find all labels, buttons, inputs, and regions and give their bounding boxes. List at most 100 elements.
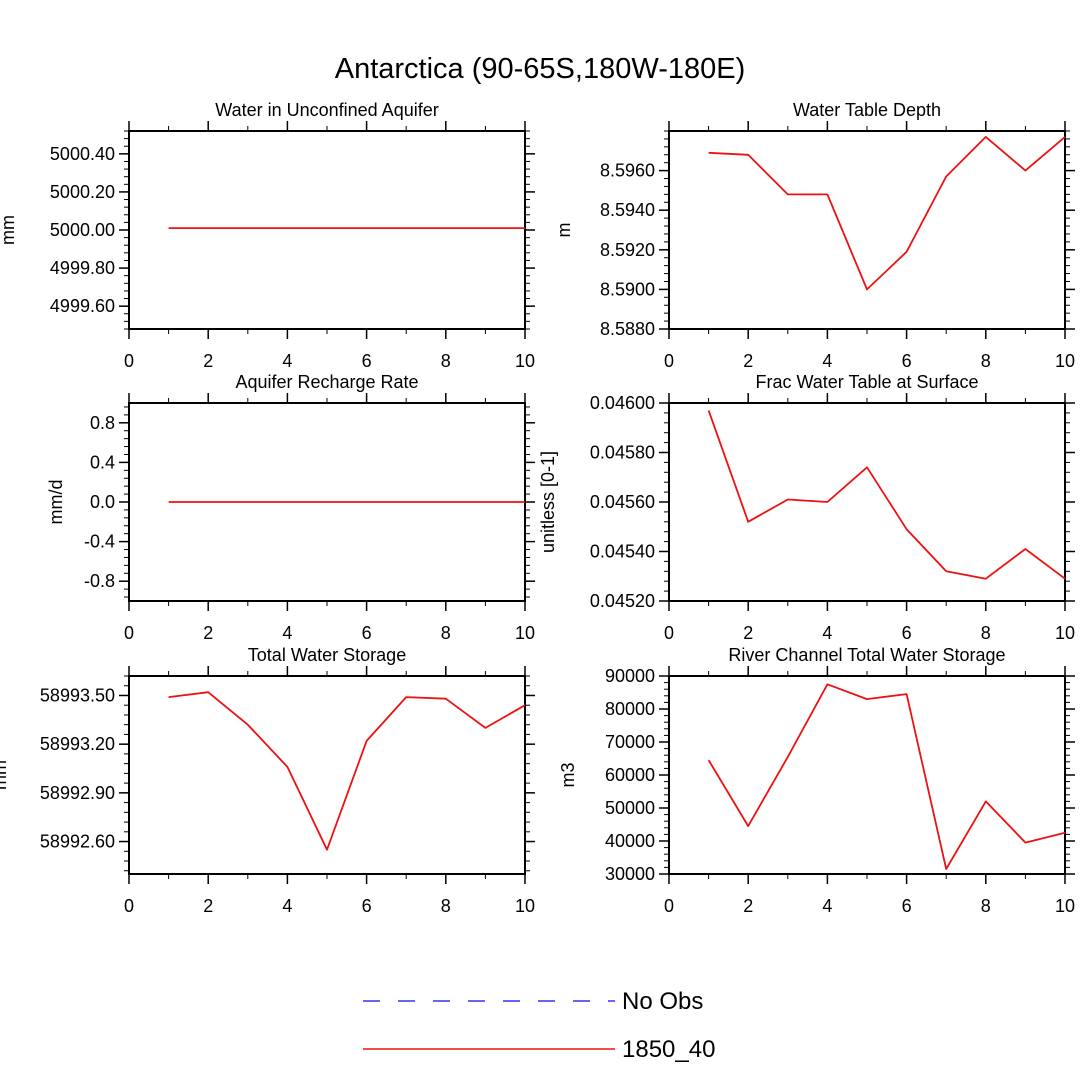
- x-tick-label: 2: [743, 896, 753, 916]
- y-tick-label: 58993.50: [40, 685, 115, 705]
- y-tick-label: 8.5900: [600, 279, 655, 299]
- y-tick-label: 8.5940: [600, 200, 655, 220]
- y-tick-label: 8.5880: [600, 319, 655, 339]
- y-tick-label: 58993.20: [40, 734, 115, 754]
- x-tick-label: 2: [203, 896, 213, 916]
- plot-frame: [128, 130, 526, 330]
- x-tick-label: 0: [124, 896, 134, 916]
- x-tick-label: 10: [1055, 896, 1075, 916]
- series-line-1850_40: [168, 691, 526, 851]
- y-tick-label: 70000: [605, 732, 655, 752]
- figure-title: Antarctica (90-65S,180W-180E): [335, 53, 746, 85]
- legend-item: No Obs: [363, 988, 703, 1015]
- x-tick-label: 2: [203, 623, 213, 643]
- panel-title: Frac Water Table at Surface: [755, 372, 978, 392]
- x-tick-label: 4: [822, 351, 832, 371]
- x-tick-label: 4: [282, 896, 292, 916]
- y-tick-label: 58992.60: [40, 832, 115, 852]
- x-tick-label: 2: [743, 623, 753, 643]
- y-tick-label: -0.4: [84, 532, 115, 552]
- chart-panel-5: Total Water Storage 0 2 4 6 8 10 58992.60 58992.…: [0, 645, 535, 916]
- y-tick-label: 5000.20: [50, 182, 115, 202]
- x-tick-label: 6: [362, 896, 372, 916]
- x-tick-label: 10: [515, 623, 535, 643]
- x-tick-label: 8: [981, 896, 991, 916]
- x-tick-label: 10: [1055, 351, 1075, 371]
- x-tick-label: 8: [441, 896, 451, 916]
- panel-title: River Channel Total Water Storage: [728, 645, 1005, 665]
- x-tick-label: 2: [203, 351, 213, 371]
- chart-panel-2: Water Table Depth 0 2 4 6 8 10 8.5880 8.5900 8.59…: [554, 100, 1075, 371]
- panel-title: Water Table Depth: [793, 100, 941, 120]
- plot-frame: [668, 130, 1066, 330]
- panel-grid: Water in Unconfined Aquifer 0 2 4 6 8 10 4999.6…: [0, 100, 1075, 916]
- plot-frame: [668, 402, 1066, 602]
- legend-item: 1850_40: [363, 1036, 715, 1063]
- panel-title: Water in Unconfined Aquifer: [215, 100, 438, 120]
- y-tick-label: 50000: [605, 798, 655, 818]
- chart-panel-4: Frac Water Table at Surface 0 2 4 6 8 10 0.0452…: [538, 372, 1075, 643]
- y-tick-label: 0.04560: [590, 492, 655, 512]
- series-line-1850_40: [707, 683, 1066, 870]
- y-tick-label: 90000: [605, 666, 655, 686]
- y-tick-label: 0.04520: [590, 591, 655, 611]
- series-line-1850_40: [707, 410, 1066, 580]
- x-tick-label: 0: [124, 351, 134, 371]
- y-tick-label: 4999.60: [50, 296, 115, 316]
- y-axis-label: m3: [558, 762, 578, 787]
- y-tick-label: 80000: [605, 699, 655, 719]
- panel-title: Total Water Storage: [248, 645, 406, 665]
- y-tick-label: 60000: [605, 765, 655, 785]
- y-tick-label: 0.0: [90, 492, 115, 512]
- y-tick-label: 30000: [605, 864, 655, 884]
- y-tick-label: 5000.00: [50, 220, 115, 240]
- y-tick-label: 58992.90: [40, 783, 115, 803]
- x-tick-label: 8: [981, 623, 991, 643]
- y-axis-label: mm: [0, 760, 10, 790]
- chart-panel-1: Water in Unconfined Aquifer 0 2 4 6 8 10 4999.6…: [0, 100, 535, 371]
- y-axis-label: unitless [0-1]: [538, 451, 558, 553]
- x-tick-label: 4: [822, 896, 832, 916]
- x-tick-label: 6: [362, 351, 372, 371]
- x-tick-label: 4: [282, 623, 292, 643]
- y-axis-label: mm: [0, 215, 18, 245]
- x-tick-label: 6: [362, 623, 372, 643]
- x-tick-label: 4: [282, 351, 292, 371]
- y-tick-label: 4999.80: [50, 258, 115, 278]
- y-tick-label: 0.04580: [590, 443, 655, 463]
- x-tick-label: 8: [441, 623, 451, 643]
- y-tick-label: 0.4: [90, 452, 115, 472]
- legend-label: No Obs: [622, 988, 703, 1015]
- y-tick-label: 0.04600: [590, 393, 655, 413]
- y-tick-label: 40000: [605, 831, 655, 851]
- y-tick-label: 8.5920: [600, 240, 655, 260]
- y-tick-label: 5000.40: [50, 144, 115, 164]
- x-tick-label: 4: [822, 623, 832, 643]
- x-tick-label: 0: [664, 351, 674, 371]
- legend: No Obs 1850_40: [363, 988, 715, 1063]
- series-line-1850_40: [708, 135, 1066, 291]
- y-tick-label: 0.04540: [590, 542, 655, 562]
- x-tick-label: 0: [124, 623, 134, 643]
- x-tick-label: 6: [902, 623, 912, 643]
- y-tick-label: 0.8: [90, 413, 115, 433]
- y-tick-label: 8.5960: [600, 161, 655, 181]
- x-tick-label: 6: [902, 896, 912, 916]
- x-tick-label: 8: [441, 351, 451, 371]
- x-tick-label: 6: [902, 351, 912, 371]
- x-tick-label: 0: [664, 896, 674, 916]
- x-tick-label: 10: [515, 351, 535, 371]
- panel-title: Aquifer Recharge Rate: [235, 372, 418, 392]
- chart-panel-3: Aquifer Recharge Rate 0 2 4 6 8 10 -0.8 -0.4 0.0 0…: [46, 372, 535, 643]
- x-tick-label: 10: [515, 896, 535, 916]
- chart-panel-6: River Channel Total Water Storage 0 2 4 6 8 10…: [558, 645, 1075, 916]
- y-axis-label: mm/d: [46, 480, 66, 525]
- plot-frame: [668, 675, 1066, 875]
- x-tick-label: 2: [743, 351, 753, 371]
- y-axis-label: m: [554, 223, 574, 238]
- x-tick-label: 10: [1055, 623, 1075, 643]
- plot-frame: [128, 675, 526, 875]
- y-tick-label: -0.8: [84, 571, 115, 591]
- x-tick-label: 8: [981, 351, 991, 371]
